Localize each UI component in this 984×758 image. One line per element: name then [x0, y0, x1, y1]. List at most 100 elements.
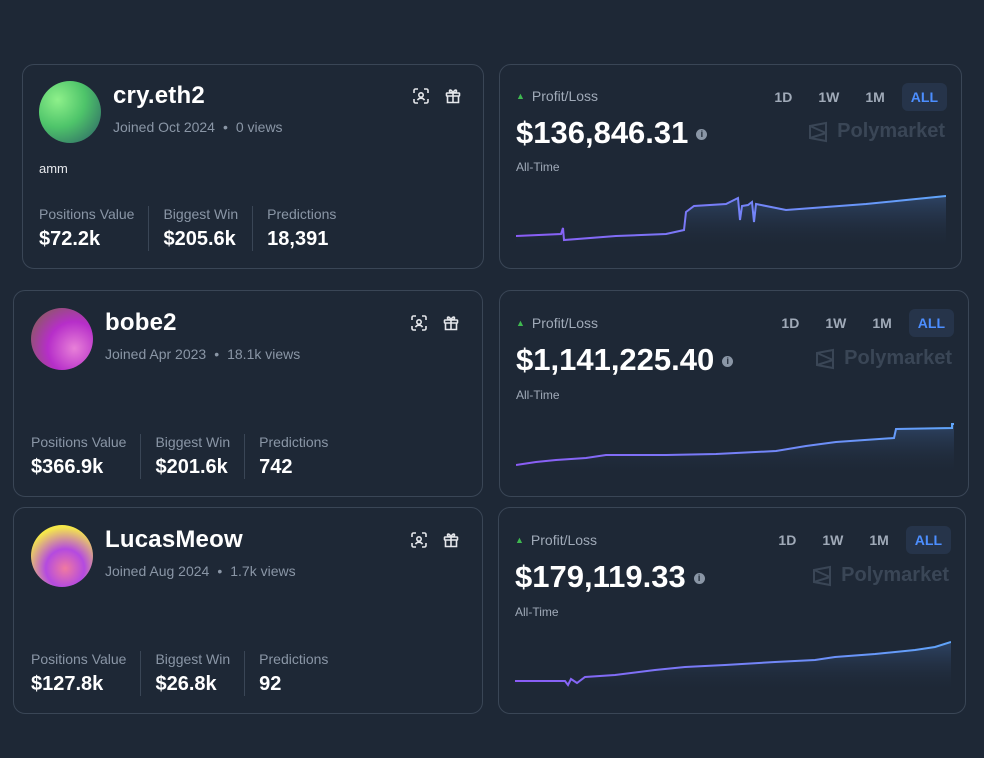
tab-1m[interactable]: 1M — [869, 532, 889, 548]
stat-label: Positions Value — [31, 651, 127, 667]
stat-biggest-win: Biggest Win $201.6k — [140, 434, 244, 479]
stats-row: Positions Value $127.8k Biggest Win $26.… — [31, 651, 342, 696]
profile-card: cry.eth2 Joined Oct 2024 • 0 views amm Pos… — [22, 64, 484, 269]
avatar[interactable] — [31, 525, 93, 587]
joined-date: Joined Aug 2024 — [105, 563, 210, 579]
pnl-amount: $179,119.33 — [515, 559, 686, 594]
joined-date: Joined Oct 2024 — [113, 119, 215, 135]
stat-label: Positions Value — [39, 206, 135, 222]
triangle-up-icon: ▲ — [516, 318, 525, 328]
avatar[interactable] — [39, 81, 101, 143]
polymarket-logo-icon — [809, 121, 828, 142]
polymarket-logo-icon — [816, 348, 835, 369]
stat-label: Biggest Win — [163, 206, 239, 222]
tab-1w[interactable]: 1W — [822, 532, 844, 548]
stat-label: Positions Value — [31, 434, 127, 450]
view-count: 1.7k views — [230, 563, 296, 579]
pnl-card: ▲ Profit/Loss $179,119.33 i All-Time 1D 1W… — [498, 507, 966, 714]
pnl-value: $179,119.33 i — [515, 559, 705, 595]
pnl-chart — [516, 195, 946, 250]
stats-row: Positions Value $72.2k Biggest Win $205.… — [39, 206, 350, 251]
tab-all[interactable]: ALL — [908, 309, 954, 337]
pnl-label: ▲ Profit/Loss — [515, 532, 597, 548]
pnl-label-text: Profit/Loss — [530, 532, 598, 548]
polymarket-logo: Polymarket — [811, 564, 949, 587]
scan-face-icon[interactable] — [410, 314, 428, 332]
stat-value: $26.8k — [155, 673, 217, 695]
joined-date: Joined Apr 2023 — [105, 346, 207, 362]
stat-value: $366.9k — [31, 456, 104, 478]
pnl-line — [516, 423, 954, 466]
polymarket-logo-icon — [813, 565, 832, 586]
stat-value: 18,391 — [267, 228, 329, 250]
separator-dot: • — [214, 346, 220, 362]
gift-icon[interactable] — [442, 314, 460, 332]
stat-label: Biggest Win — [155, 434, 231, 450]
stats-row: Positions Value $366.9k Biggest Win $201… — [31, 434, 342, 479]
gift-icon[interactable] — [442, 531, 460, 549]
tab-1d[interactable]: 1D — [778, 532, 797, 548]
tab-1w[interactable]: 1W — [818, 89, 840, 105]
stat-value: 742 — [259, 456, 293, 478]
triangle-up-icon: ▲ — [515, 535, 524, 545]
tab-1w[interactable]: 1W — [825, 315, 847, 331]
info-icon[interactable]: i — [693, 573, 705, 584]
stat-predictions: Predictions 742 — [244, 434, 342, 479]
info-icon[interactable]: i — [722, 356, 734, 367]
pnl-period: All-Time — [515, 605, 559, 619]
tab-1m[interactable]: 1M — [872, 315, 892, 331]
pnl-line — [516, 195, 946, 242]
view-count: 18.1k views — [227, 346, 301, 362]
pnl-period: All-Time — [516, 388, 560, 402]
pnl-value: $1,141,225.40 i — [516, 342, 734, 378]
period-tabs: 1D 1W 1M ALL — [761, 526, 951, 554]
stat-biggest-win: Biggest Win $26.8k — [140, 651, 244, 696]
stat-positions-value: Positions Value $127.8k — [31, 651, 140, 696]
period-tabs: 1D 1W 1M ALL — [764, 309, 954, 337]
tab-1m[interactable]: 1M — [865, 89, 885, 105]
period-tabs: 1D 1W 1M ALL — [757, 83, 947, 111]
pnl-label: ▲ Profit/Loss — [516, 315, 598, 331]
triangle-up-icon: ▲ — [516, 91, 525, 101]
separator-dot: • — [222, 119, 228, 135]
pnl-label: ▲ Profit/Loss — [516, 88, 598, 104]
tab-1d[interactable]: 1D — [781, 315, 800, 331]
pnl-period: All-Time — [516, 160, 560, 174]
brand-name: Polymarket — [844, 347, 952, 369]
pnl-card: ▲ Profit/Loss $1,141,225.40 i All-Time 1D … — [499, 290, 969, 497]
username: cry.eth2 — [113, 82, 205, 109]
pnl-value: $136,846.31 i — [516, 115, 708, 151]
joined-info: Joined Aug 2024 • 1.7k views — [105, 563, 296, 579]
stat-predictions: Predictions 92 — [244, 651, 342, 696]
stat-label: Predictions — [259, 434, 329, 450]
profile-card: LucasMeow Joined Aug 2024 • 1.7k views Pos… — [13, 507, 483, 714]
tab-1d[interactable]: 1D — [774, 89, 793, 105]
scan-face-icon[interactable] — [410, 531, 428, 549]
stat-value: $205.6k — [163, 228, 236, 250]
username: LucasMeow — [105, 526, 243, 553]
gift-icon[interactable] — [444, 87, 462, 105]
separator-dot: • — [217, 563, 223, 579]
polymarket-logo: Polymarket — [807, 120, 945, 143]
pnl-line — [515, 641, 951, 687]
stat-positions-value: Positions Value $366.9k — [31, 434, 140, 479]
tab-all[interactable]: ALL — [905, 526, 951, 554]
stat-positions-value: Positions Value $72.2k — [39, 206, 148, 251]
avatar[interactable] — [31, 308, 93, 370]
bio: amm — [39, 161, 68, 176]
stat-biggest-win: Biggest Win $205.6k — [148, 206, 252, 251]
brand-name: Polymarket — [841, 564, 949, 586]
pnl-label-text: Profit/Loss — [531, 88, 599, 104]
joined-info: Joined Apr 2023 • 18.1k views — [105, 346, 300, 362]
pnl-amount: $1,141,225.40 — [516, 342, 715, 377]
pnl-chart — [515, 641, 951, 693]
tab-all[interactable]: ALL — [901, 83, 947, 111]
username: bobe2 — [105, 309, 177, 336]
info-icon[interactable]: i — [696, 129, 708, 140]
stat-value: 92 — [259, 673, 282, 695]
stat-value: $72.2k — [39, 228, 101, 250]
brand-name: Polymarket — [837, 120, 945, 142]
view-count: 0 views — [235, 119, 283, 135]
stat-value: $127.8k — [31, 673, 104, 695]
scan-face-icon[interactable] — [412, 87, 430, 105]
